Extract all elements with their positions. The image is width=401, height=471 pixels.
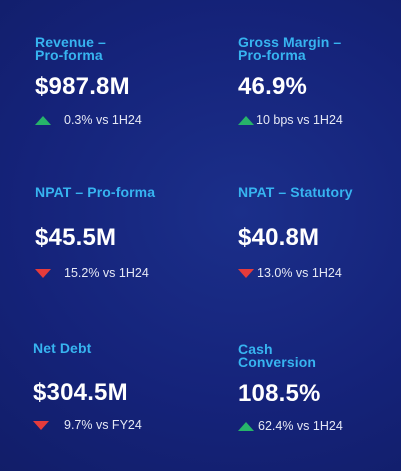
- triangle-down-icon: [35, 268, 51, 278]
- metric-label: NPAT – Statutory: [238, 184, 353, 200]
- triangle-up-icon: [35, 115, 51, 125]
- metric-value: 46.9%: [238, 73, 308, 100]
- metric-card-npat-statutory: NPAT – Statutory $40.8M 13.0% vs 1H24: [238, 184, 401, 286]
- metric-change-text: 9.7% vs FY24: [64, 418, 142, 432]
- metric-label: Net Debt: [33, 340, 92, 356]
- metric-label: Revenue – Pro-forma: [35, 34, 106, 63]
- metric-card-revenue-proforma: Revenue – Pro-forma $987.8M 0.3% vs 1H24: [35, 34, 205, 136]
- metric-change-text: 0.3% vs 1H24: [64, 113, 142, 127]
- triangle-down-icon: [33, 420, 49, 430]
- metric-change: 13.0% vs 1H24: [238, 266, 342, 280]
- metric-change: 62.4% vs 1H24: [238, 419, 343, 433]
- metric-change-text: 10 bps vs 1H24: [256, 113, 343, 127]
- triangle-down-icon: [238, 268, 254, 278]
- metric-card-gross-margin-proforma: Gross Margin – Pro-forma 46.9% 10 bps vs…: [238, 34, 401, 136]
- metric-label: Gross Margin – Pro-forma: [238, 34, 342, 63]
- metric-change: 9.7% vs FY24: [33, 418, 142, 432]
- metric-value: 108.5%: [238, 380, 321, 407]
- triangle-up-icon: [238, 115, 254, 125]
- metric-change-text: 13.0% vs 1H24: [257, 266, 342, 280]
- metric-change: 15.2% vs 1H24: [35, 266, 149, 280]
- metric-card-net-debt: Net Debt $304.5M 9.7% vs FY24: [33, 340, 203, 442]
- metric-change-text: 62.4% vs 1H24: [258, 419, 343, 433]
- metric-change: 10 bps vs 1H24: [238, 113, 343, 127]
- metric-value: $40.8M: [238, 224, 320, 251]
- metric-label: NPAT – Pro-forma: [35, 184, 156, 200]
- metric-value: $304.5M: [33, 379, 128, 406]
- metric-change-text: 15.2% vs 1H24: [64, 266, 149, 280]
- triangle-up-icon: [238, 421, 254, 431]
- metric-value: $987.8M: [35, 73, 130, 100]
- metric-change: 0.3% vs 1H24: [35, 113, 142, 127]
- metric-card-cash-conversion: Cash Conversion 108.5% 62.4% vs 1H24: [238, 341, 401, 443]
- metric-label: Cash Conversion: [238, 341, 317, 370]
- metric-card-npat-proforma: NPAT – Pro-forma $45.5M 15.2% vs 1H24: [35, 184, 205, 286]
- metric-value: $45.5M: [35, 224, 117, 251]
